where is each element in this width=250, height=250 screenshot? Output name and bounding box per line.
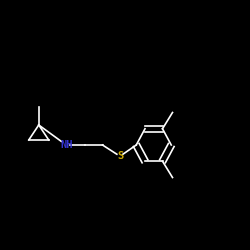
Text: NH: NH [60,140,72,150]
Text: S: S [117,151,123,161]
